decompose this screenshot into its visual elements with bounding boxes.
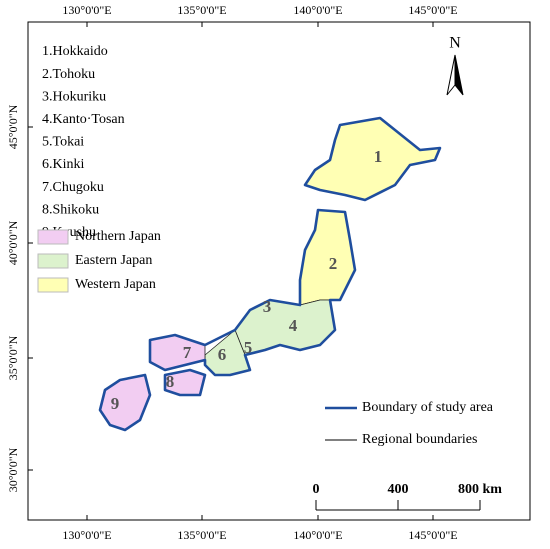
region-item: 5.Tokai xyxy=(42,135,84,150)
north-label: N xyxy=(449,35,461,52)
coast xyxy=(163,368,207,397)
region-number: 5 xyxy=(244,338,253,357)
region-number: 2 xyxy=(329,254,338,273)
region-item: 8.Shikoku xyxy=(42,202,99,217)
scale-label: 0 xyxy=(313,482,320,497)
region-number: 3 xyxy=(263,297,272,316)
longitude-label: 130°0'0"E xyxy=(62,528,111,542)
region-item: 6.Kinki xyxy=(42,157,85,172)
legend-label: Eastern Japan xyxy=(75,253,152,268)
region-number: 6 xyxy=(218,345,227,364)
longitude-label: 140°0'0"E xyxy=(293,528,342,542)
scale-label: 400 xyxy=(388,482,409,497)
region-number: 8 xyxy=(166,372,175,391)
legend-swatch xyxy=(37,277,69,293)
legend-swatch xyxy=(37,229,69,245)
coast xyxy=(148,208,357,377)
coast xyxy=(303,116,442,202)
coast xyxy=(98,373,152,432)
chugoku xyxy=(149,334,206,371)
longitude-label: 135°0'0"E xyxy=(177,3,226,17)
map-frame xyxy=(27,21,531,521)
legend-label: Northern Japan xyxy=(75,229,161,244)
longitude-label: 140°0'0"E xyxy=(293,3,342,17)
region-item: 1.Hokkaido xyxy=(42,44,108,59)
latitude-label: 45°0'0"N xyxy=(6,104,20,149)
legend-label: Western Japan xyxy=(75,277,156,292)
region-number: 7 xyxy=(183,343,192,362)
region-item: 7.Chugoku xyxy=(42,180,104,195)
longitude-label: 145°0'0"E xyxy=(408,3,457,17)
scale-bar xyxy=(315,500,481,511)
region-number: 1 xyxy=(374,147,383,166)
north-arrow xyxy=(446,54,464,96)
tick-marks xyxy=(28,22,434,520)
region-number: 9 xyxy=(111,394,120,413)
legend-label: Regional boundaries xyxy=(362,432,477,447)
longitude-label: 145°0'0"E xyxy=(408,528,457,542)
legend-label: Boundary of study area xyxy=(362,400,494,415)
latitude-label: 35°0'0"N xyxy=(6,335,20,380)
japan xyxy=(98,116,442,432)
latitude-label: 30°0'0"N xyxy=(6,447,20,492)
region-number: 4 xyxy=(289,316,298,335)
longitude-label: 130°0'0"E xyxy=(62,3,111,17)
region-item: 2.Tohoku xyxy=(42,67,95,82)
hokkaido xyxy=(304,117,441,201)
region-item: 3.Hokuriku xyxy=(42,89,106,104)
legend-swatch xyxy=(37,253,69,269)
region-item: 4.Kanto·Tosan xyxy=(42,112,125,127)
scale-label: 800 km xyxy=(458,482,502,497)
longitude-label: 135°0'0"E xyxy=(177,528,226,542)
latitude-label: 40°0'0"N xyxy=(6,220,20,265)
